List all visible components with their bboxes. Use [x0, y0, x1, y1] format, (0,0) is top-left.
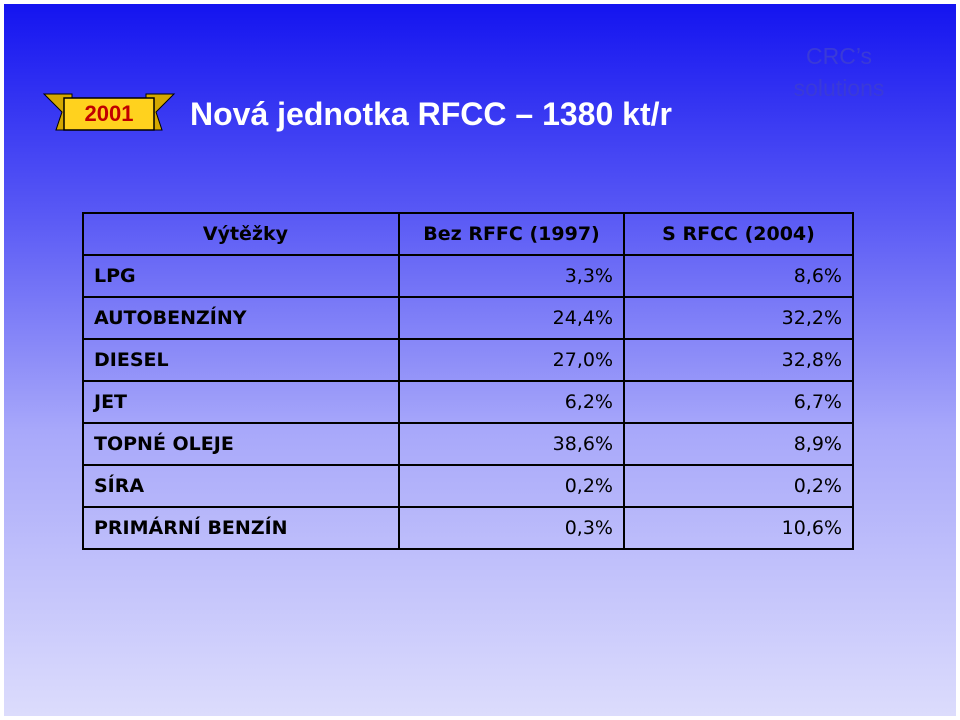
table-row: DIESEL 27,0% 32,8%: [82, 338, 854, 381]
table-row: SÍRA 0,2% 0,2%: [82, 464, 854, 507]
table-row: JET 6,2% 6,7%: [82, 380, 854, 423]
cell: 3,3%: [398, 254, 625, 297]
logo-line: solutions: [793, 75, 885, 101]
cell: 10,6%: [623, 506, 854, 550]
column-header: S RFCC (2004): [623, 212, 854, 255]
table-row: PRIMÁRNÍ BENZÍN 0,3% 10,6%: [82, 506, 854, 550]
cell: 32,2%: [623, 296, 854, 339]
cell: 8,9%: [623, 422, 854, 465]
row-label: AUTOBENZÍNY: [82, 297, 399, 339]
row-label: DIESEL: [82, 339, 399, 381]
logo-line: CRC’s: [805, 43, 873, 69]
cell: 8,6%: [623, 254, 854, 297]
column-header: Výtěžky: [82, 212, 400, 255]
cell: 32,8%: [623, 338, 854, 381]
cell: 0,2%: [398, 464, 625, 507]
cell: 0,2%: [623, 464, 854, 507]
row-label: LPG: [82, 255, 399, 297]
slide-title: Nová jednotka RFCC – 1380 kt/r: [190, 96, 672, 132]
badge-text: 2001: [85, 101, 134, 126]
cell: 24,4%: [398, 296, 625, 339]
cell: 27,0%: [398, 338, 625, 381]
slide: 2001 Nová jednotka RFCC – 1380 kt/r CRC’…: [4, 4, 956, 716]
cell: 6,2%: [398, 380, 625, 423]
cell: 0,3%: [398, 506, 625, 550]
cell: 6,7%: [623, 380, 854, 423]
year-badge: 2001: [42, 93, 176, 131]
row-label: PRIMÁRNÍ BENZÍN: [82, 507, 399, 550]
table-row: LPG 3,3% 8,6%: [82, 254, 854, 297]
row-label: JET: [82, 381, 399, 423]
header-row: Výtěžky Bez RFFC (1997) S RFCC (2004): [82, 212, 854, 255]
logo: CRC’s solutions: [764, 40, 914, 104]
table-row: TOPNÉ OLEJE 38,6% 8,9%: [82, 422, 854, 465]
row-label: TOPNÉ OLEJE: [82, 423, 399, 465]
row-label: SÍRA: [82, 465, 399, 507]
table-row: AUTOBENZÍNY 24,4% 32,2%: [82, 296, 854, 339]
cell: 38,6%: [398, 422, 625, 465]
yield-table: Výtěžky Bez RFFC (1997) S RFCC (2004) LPG 3,…: [82, 212, 854, 550]
column-header: Bez RFFC (1997): [398, 212, 625, 255]
